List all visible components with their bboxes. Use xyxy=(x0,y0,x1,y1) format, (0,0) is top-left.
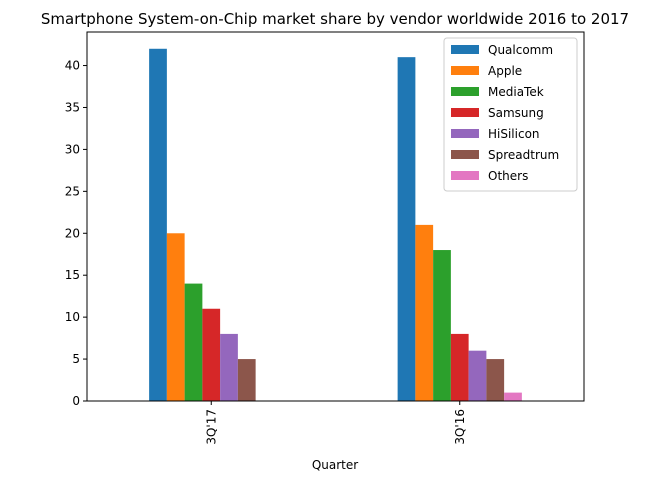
y-tick-label: 40 xyxy=(65,59,80,73)
legend-label-qualcomm: Qualcomm xyxy=(488,43,553,57)
legend-label-spreadtrum: Spreadtrum xyxy=(488,148,559,162)
y-tick-label: 25 xyxy=(65,184,80,198)
legend-label-others: Others xyxy=(488,169,528,183)
legend-label-apple: Apple xyxy=(488,64,522,78)
legend-swatch-spreadtrum xyxy=(451,150,479,159)
x-tick-label: 3Q'17 xyxy=(204,409,218,445)
y-tick-label: 10 xyxy=(65,310,80,324)
x-tick-label: 3Q'16 xyxy=(453,409,467,445)
chart-title: Smartphone System-on-Chip market share b… xyxy=(41,10,629,28)
legend-label-samsung: Samsung xyxy=(488,106,544,120)
plot-frame xyxy=(86,31,585,402)
bar-apple-0 xyxy=(166,233,185,401)
legend-label-hisilicon: HiSilicon xyxy=(488,127,540,141)
legend-swatch-apple xyxy=(451,66,479,75)
bar-hisilicon-0 xyxy=(220,333,238,401)
y-tick-label: 5 xyxy=(72,352,80,366)
legend: Qualcomm Apple MediaTek Samsung HiSilicon Spr… xyxy=(443,37,578,192)
y-tick-label: 30 xyxy=(65,142,80,156)
legend-swatch-hisilicon xyxy=(451,129,479,138)
legend-swatch-samsung xyxy=(451,108,479,117)
legend-swatch-mediatek xyxy=(451,87,479,96)
bar-others-1 xyxy=(504,392,522,401)
bar-spreadtrum-1 xyxy=(486,359,505,401)
legend-label-mediatek: MediaTek xyxy=(488,85,544,99)
y-tick-label: 20 xyxy=(65,226,80,240)
bar-hisilicon-1 xyxy=(468,350,487,401)
bar-mediatek-1 xyxy=(433,250,451,401)
bar-samsung-1 xyxy=(450,333,469,401)
bar-spreadtrum-0 xyxy=(237,359,256,401)
legend-swatch-others xyxy=(451,171,479,180)
y-tick-label: 15 xyxy=(65,268,80,282)
legend-swatch-qualcomm xyxy=(451,45,479,54)
bars-layer xyxy=(149,48,522,402)
x-axis-label: Quarter xyxy=(312,458,358,472)
y-tick-label: 0 xyxy=(72,394,80,408)
bar-qualcomm-0 xyxy=(149,48,167,401)
bar-mediatek-0 xyxy=(184,283,203,401)
axes-layer: 0 5 10 15 20 25 30 35 40 3Q'17 3Q'16 xyxy=(65,31,585,445)
bar-apple-1 xyxy=(415,224,434,401)
y-tick-label: 35 xyxy=(65,100,80,114)
bar-qualcomm-1 xyxy=(397,57,416,402)
bar-samsung-0 xyxy=(202,308,221,401)
